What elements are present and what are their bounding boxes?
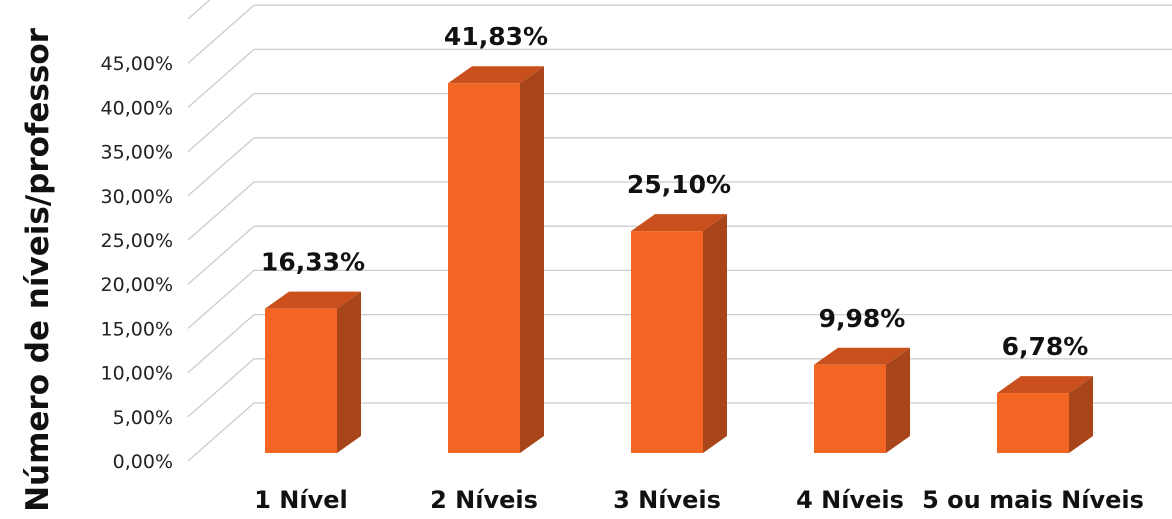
gridline-diagonal [187,48,255,108]
gridline-diagonal [187,181,255,241]
gridline-diagonal [187,358,255,418]
data-labels: 16,33% 41,83% 25,10% 9,98% 6,78% [261,22,1088,361]
gridline-diagonal [187,269,255,329]
gridline-diagonal [187,314,255,374]
bar-side [703,214,727,453]
bar-top [265,291,361,309]
gridline-diagonal [187,137,255,197]
data-label: 9,98% [819,304,906,333]
y-tick-label: 35,00% [101,142,173,164]
bar [265,291,361,453]
bar-side [520,66,544,453]
y-tick-label: 30,00% [101,186,173,208]
y-tick-label: 15,00% [101,318,173,340]
bar [631,214,727,453]
y-tick-label: 25,00% [101,230,173,252]
gridline-diagonal [187,225,255,285]
x-category-label: 3 Níveis [613,486,721,514]
y-tick-label: 40,00% [101,97,173,119]
gridline-diagonal [187,93,255,153]
gridline-diagonal [187,4,255,64]
bar-top [631,214,727,232]
x-category-label: 1 Nível [254,486,348,514]
bar-front [997,393,1069,453]
y-tick-label: 45,00% [101,53,173,75]
x-axis-categories: 1 Nível 2 Níveis 3 Níveis 4 Níveis 5 ou mais… [254,486,1144,514]
y-tick-label: 20,00% [101,274,173,296]
y-tick-label: 5,00% [113,407,173,429]
data-label: 25,10% [627,170,731,199]
bar-side [886,347,910,453]
y-axis-label: Número de níveis/professor [20,27,56,512]
bar-top [448,66,544,84]
bar [814,347,910,453]
bars [265,66,1093,453]
bar [448,66,544,453]
x-category-label: 2 Níveis [430,486,538,514]
gridline-diagonal [187,0,211,20]
bar-side [1069,376,1093,453]
bar-front [631,231,703,453]
bar-front [265,308,337,453]
x-category-label: 4 Níveis [796,486,904,514]
data-label: 16,33% [261,248,365,277]
gridline-diagonal [187,402,255,462]
x-category-label: 5 ou mais Níveis [922,486,1144,514]
data-label: 6,78% [1002,332,1089,361]
bar-side [337,291,361,453]
y-axis-ticks: 0,00% 5,00% 10,00% 15,00% 20,00% 25,00% 30,00%… [101,53,173,473]
bar-top [997,376,1093,394]
bar-top [814,347,910,365]
y-tick-label: 0,00% [113,451,173,473]
bar [997,376,1093,453]
y-tick-label: 10,00% [101,363,173,385]
bar-front [814,364,886,453]
data-label: 41,83% [444,22,548,51]
bar-front [448,83,520,453]
